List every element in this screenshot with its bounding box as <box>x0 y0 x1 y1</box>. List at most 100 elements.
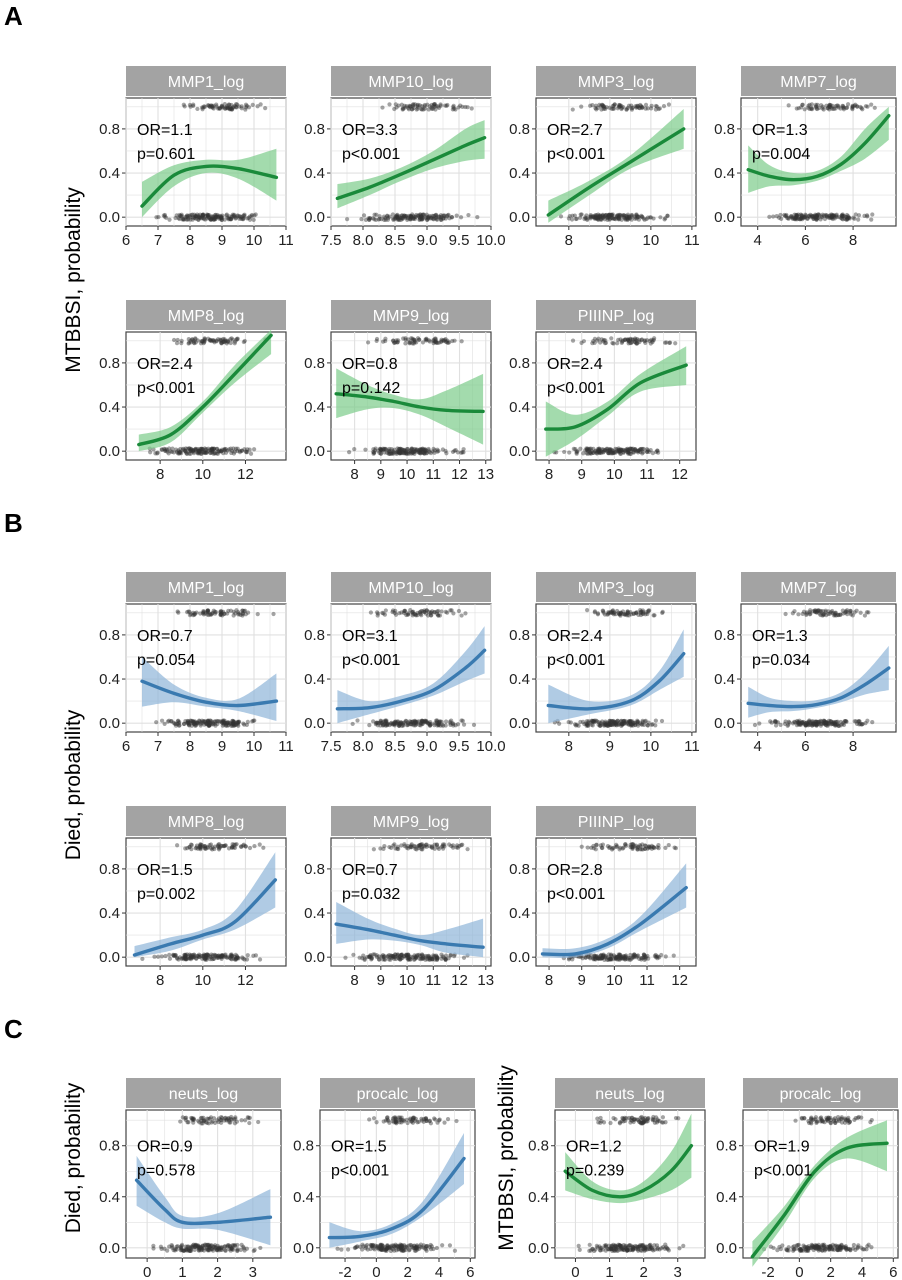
y-tick-label: 0.4 <box>716 1189 737 1206</box>
observation-point <box>411 105 416 111</box>
observation-point <box>231 719 236 724</box>
observation-point <box>236 719 241 724</box>
observation-point <box>435 719 440 724</box>
observation-point <box>211 217 216 222</box>
observation-point <box>843 214 849 219</box>
facet-strip <box>331 66 491 96</box>
observation-point <box>400 722 406 727</box>
observation-point <box>585 446 590 451</box>
observation-point <box>631 450 637 455</box>
observation-point <box>827 103 832 108</box>
observation-point <box>634 216 639 221</box>
observation-point <box>613 446 618 451</box>
observation-point <box>440 722 445 727</box>
observation-point <box>657 955 662 960</box>
observation-point <box>234 102 239 107</box>
observation-point <box>162 721 167 726</box>
observation-point <box>640 722 645 727</box>
odds-ratio-label: OR=3.1 <box>342 628 398 645</box>
observation-point <box>231 104 236 110</box>
observation-point <box>799 215 804 220</box>
observation-point <box>187 446 192 451</box>
observation-point <box>621 954 627 959</box>
observation-point <box>801 215 807 220</box>
observation-point <box>220 213 225 218</box>
observation-point <box>401 1118 406 1123</box>
observation-point <box>597 450 602 455</box>
observation-point <box>240 608 245 613</box>
observation-point <box>185 720 190 725</box>
observation-point <box>397 217 402 222</box>
observation-point <box>412 451 417 456</box>
observation-point <box>190 217 195 222</box>
observation-point <box>391 450 396 455</box>
p-value-label: p<0.001 <box>342 146 400 163</box>
observation-point <box>392 216 397 222</box>
observation-point <box>648 448 653 453</box>
observation-point <box>404 447 410 452</box>
observation-point <box>397 448 403 453</box>
observation-point <box>207 447 213 452</box>
observation-point <box>399 451 404 456</box>
observation-point <box>390 721 395 726</box>
observation-point <box>148 450 153 455</box>
observation-point <box>409 843 414 848</box>
observation-point <box>580 956 585 961</box>
observation-point <box>394 105 399 110</box>
observation-point <box>210 610 215 616</box>
observation-point <box>409 722 414 727</box>
observation-point <box>634 213 640 218</box>
observation-point <box>241 215 246 221</box>
observation-point <box>441 338 446 344</box>
observation-point <box>210 447 215 453</box>
observation-point <box>681 1243 686 1248</box>
observation-point <box>409 336 414 341</box>
observation-point <box>588 214 594 219</box>
observation-point <box>206 103 211 108</box>
observation-point <box>226 217 231 222</box>
observation-point <box>383 336 388 341</box>
x-tick-label: 6 <box>889 1264 897 1280</box>
observation-point <box>378 446 383 452</box>
observation-point <box>247 217 253 222</box>
observation-point <box>618 447 623 452</box>
observation-point <box>185 214 190 220</box>
x-tick-label: 11 <box>639 972 655 989</box>
observation-point <box>392 722 397 727</box>
observation-point <box>796 721 802 726</box>
observation-point <box>815 214 820 219</box>
observation-point <box>593 106 598 111</box>
observation-point <box>415 952 420 958</box>
observation-point <box>426 215 432 220</box>
observation-point <box>176 723 182 728</box>
observation-point <box>778 212 783 218</box>
observation-point <box>819 214 825 219</box>
observation-point <box>176 450 182 455</box>
observation-point <box>611 341 616 346</box>
observation-point <box>621 215 627 220</box>
observation-point <box>405 217 410 222</box>
observation-point <box>208 217 214 222</box>
observation-point <box>215 721 220 727</box>
observation-point <box>201 105 206 110</box>
observation-point <box>162 448 168 453</box>
observation-point <box>574 449 579 454</box>
observation-point <box>814 213 819 218</box>
observation-point <box>385 217 391 222</box>
observation-point <box>803 213 809 218</box>
observation-point <box>463 611 468 616</box>
observation-point <box>378 451 384 456</box>
observation-point <box>243 612 248 617</box>
observation-point <box>439 217 444 222</box>
observation-point <box>202 104 208 109</box>
observation-point <box>792 212 797 217</box>
observation-point <box>221 718 226 723</box>
observation-point <box>621 213 626 218</box>
observation-point <box>603 448 608 453</box>
observation-point <box>434 216 439 222</box>
observation-point <box>196 213 201 218</box>
observation-point <box>814 1120 819 1125</box>
observation-point <box>814 217 819 222</box>
observation-point <box>193 214 199 219</box>
